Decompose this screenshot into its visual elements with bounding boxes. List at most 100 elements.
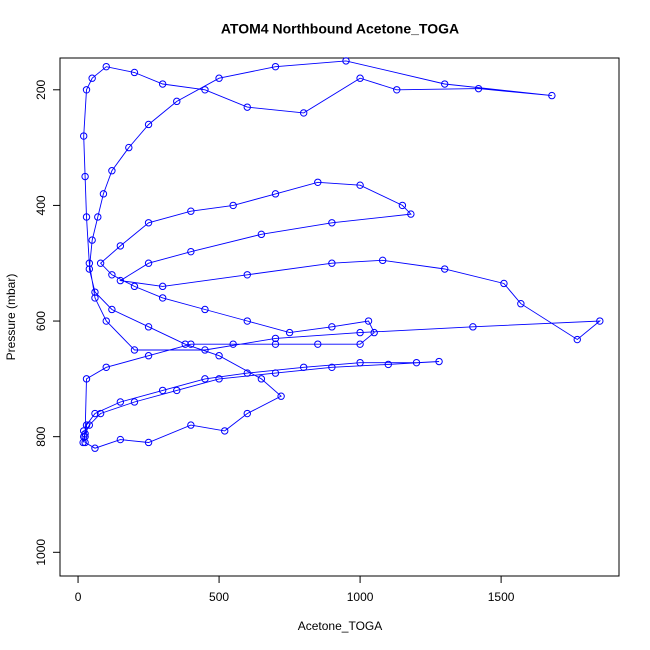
data-point <box>144 352 153 360</box>
data-point <box>271 340 280 348</box>
y-tick-label: 800 <box>34 426 48 446</box>
data-point <box>474 84 483 93</box>
data-point <box>201 346 209 354</box>
data-point <box>91 444 99 452</box>
data-point <box>314 178 322 186</box>
y-tick-label: 200 <box>34 79 48 99</box>
data-point <box>144 438 153 447</box>
data-point <box>271 334 280 343</box>
data-point <box>517 300 525 308</box>
data-point <box>328 363 336 371</box>
data-point <box>573 335 581 344</box>
data-point <box>144 323 153 331</box>
data-point <box>181 340 189 348</box>
data-point <box>328 323 336 331</box>
data-point <box>398 201 407 210</box>
data-point <box>85 421 94 429</box>
data-point <box>356 181 364 189</box>
x-tick-label: 1500 <box>488 590 515 604</box>
data-point <box>469 323 477 331</box>
data-point <box>108 271 116 279</box>
data-point <box>81 172 89 181</box>
data-point <box>364 317 373 325</box>
data-point <box>187 207 195 215</box>
data-point <box>299 363 308 371</box>
data-point <box>277 392 285 400</box>
data-point <box>99 190 108 198</box>
data-point <box>257 230 266 239</box>
data-point <box>215 375 223 383</box>
data-point <box>96 259 105 267</box>
data-point <box>130 282 139 291</box>
data-point <box>370 328 378 337</box>
data-point <box>201 305 209 314</box>
data-point <box>328 219 336 227</box>
data-point <box>221 427 229 435</box>
data-point <box>342 57 350 65</box>
data-point <box>158 80 167 88</box>
data-point <box>548 91 556 100</box>
data-point <box>116 435 125 444</box>
data-point <box>102 363 110 371</box>
data-point <box>356 328 364 337</box>
data-point <box>271 62 280 71</box>
data-point <box>229 201 237 210</box>
data-point <box>356 74 364 82</box>
data-point <box>158 294 167 302</box>
data-point <box>271 190 280 198</box>
data-point <box>201 86 209 94</box>
data-point <box>130 398 139 406</box>
x-axis-label: Acetone_TOGA <box>298 619 383 633</box>
y-tick-label: 400 <box>34 195 48 215</box>
data-point <box>215 352 223 360</box>
data-point <box>116 242 125 250</box>
data-point <box>79 438 87 447</box>
data-point <box>356 340 364 348</box>
data-point <box>243 369 251 377</box>
data-point <box>257 375 266 383</box>
data-point <box>108 167 116 175</box>
data-point <box>500 279 508 288</box>
data-point <box>144 219 153 227</box>
data-point <box>271 369 280 377</box>
x-tick-label: 500 <box>209 590 229 604</box>
y-tick-label: 600 <box>34 311 48 331</box>
data-point <box>356 358 364 367</box>
data-point <box>79 432 88 441</box>
y-tick-label: 1000 <box>34 539 48 566</box>
data-point <box>144 120 153 129</box>
data-point <box>82 421 91 429</box>
data-point <box>158 386 167 395</box>
data-point <box>102 317 110 325</box>
data-point <box>596 317 604 325</box>
data-point <box>384 360 392 369</box>
data-point <box>91 288 99 296</box>
x-tick-label: 0 <box>75 590 82 604</box>
data-point <box>173 97 181 106</box>
data-point <box>187 421 195 429</box>
data-point <box>328 259 336 267</box>
data-point <box>79 132 88 140</box>
data-point <box>91 294 99 302</box>
data-point <box>201 375 209 383</box>
data-point <box>91 409 99 418</box>
data-point <box>85 259 94 267</box>
data-point <box>243 271 251 279</box>
data-point <box>102 62 110 71</box>
data-point <box>285 328 294 337</box>
data-point <box>299 109 308 117</box>
data-point <box>441 80 449 88</box>
data-point <box>173 386 181 395</box>
data-point <box>125 143 133 152</box>
data-point <box>378 256 387 265</box>
data-point <box>82 375 91 383</box>
data-point <box>158 282 167 291</box>
data-point <box>229 340 237 348</box>
data-point <box>94 213 102 221</box>
data-point <box>85 265 94 273</box>
plot-frame <box>59 57 620 577</box>
data-line <box>82 60 602 449</box>
data-point <box>243 103 251 111</box>
data-point <box>187 340 195 348</box>
